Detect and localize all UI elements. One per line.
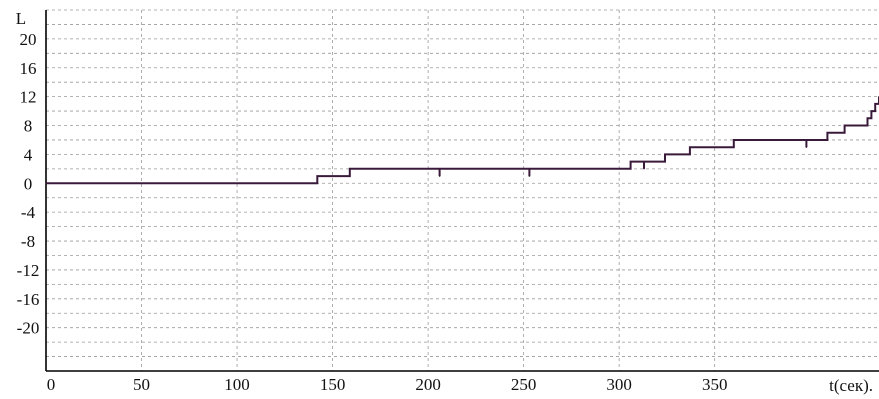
y-tick-label: 8 — [24, 117, 33, 136]
data-point — [844, 132, 846, 134]
y-axis-title: L — [16, 9, 26, 28]
data-point — [439, 168, 441, 170]
x-tick-label: 100 — [224, 375, 250, 394]
y-tick-label: -12 — [17, 261, 40, 280]
chart-axes — [45, 10, 879, 372]
data-point — [805, 139, 808, 141]
data-point — [630, 161, 632, 163]
x-tick-label: 200 — [415, 375, 441, 394]
data-point — [805, 146, 808, 148]
data-point — [316, 175, 318, 177]
data-point — [528, 168, 531, 170]
y-tick-label: -20 — [17, 319, 40, 338]
data-point — [664, 161, 666, 163]
y-tick-labels: 20 16 12 8 4 0 -4 -8 -12 -16 -20 — [17, 30, 40, 338]
data-point — [45, 182, 47, 184]
y-tick-label: 12 — [20, 88, 37, 107]
y-tick-label: 20 — [20, 30, 37, 49]
data-point — [689, 153, 691, 155]
x-tick-label: 0 — [47, 375, 56, 394]
data-point — [844, 124, 846, 127]
data-point — [866, 117, 869, 119]
data-point — [826, 132, 829, 134]
data-point — [630, 168, 632, 170]
data-point — [349, 168, 351, 170]
y-tick-label: -4 — [21, 203, 36, 222]
data-point — [733, 139, 735, 141]
data-point — [733, 146, 735, 148]
x-axis-title: t(сек). — [829, 376, 873, 395]
data-point — [866, 124, 869, 127]
chart-grid — [46, 9, 879, 371]
data-point — [826, 139, 829, 141]
data-point — [870, 110, 873, 112]
y-tick-label: 4 — [24, 145, 33, 164]
data-point — [870, 117, 873, 119]
data-point — [689, 146, 691, 148]
y-tick-label: -8 — [21, 232, 35, 251]
y-tick-label: 16 — [20, 59, 37, 78]
series-group — [45, 96, 879, 185]
x-tick-label: 50 — [133, 375, 150, 394]
y-tick-label: -16 — [17, 290, 40, 309]
data-point — [874, 110, 876, 112]
data-point — [349, 175, 351, 177]
x-tick-label: 350 — [702, 375, 728, 394]
data-point — [316, 182, 318, 184]
data-point — [664, 153, 666, 155]
x-tick-label: 300 — [606, 375, 632, 394]
data-point — [643, 161, 645, 163]
y-tick-label: 0 — [24, 174, 33, 193]
data-point — [643, 168, 645, 170]
data-point — [874, 103, 876, 105]
data-point — [528, 175, 531, 177]
x-tick-label: 250 — [511, 375, 537, 394]
x-tick-label: 150 — [320, 375, 346, 394]
data-point — [439, 175, 441, 177]
x-tick-labels: 0 50 100 150 200 250 300 350 — [47, 375, 728, 394]
